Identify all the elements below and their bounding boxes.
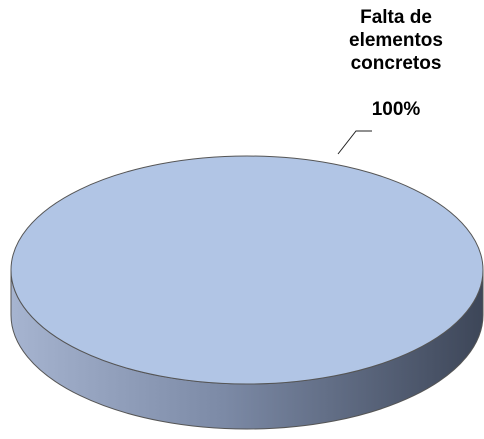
slice-label: Falta de elementos concretos xyxy=(349,7,443,74)
slice-value-label: 100% xyxy=(371,99,421,120)
leader-line xyxy=(337,130,372,155)
slice xyxy=(10,155,484,430)
slice-top xyxy=(10,155,484,385)
